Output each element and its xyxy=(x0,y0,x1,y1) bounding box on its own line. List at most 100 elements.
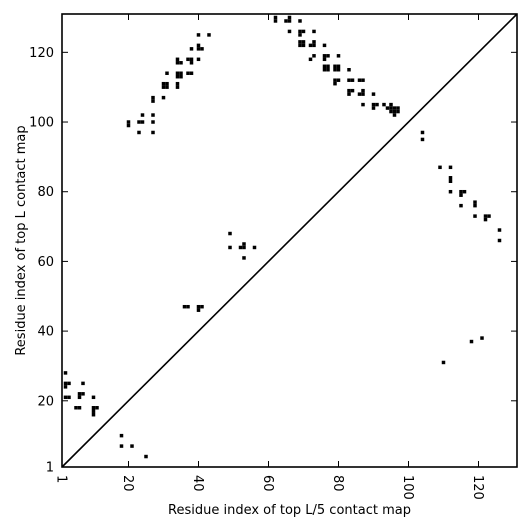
contact-point xyxy=(326,64,330,69)
contact-point xyxy=(189,61,194,65)
contact-point xyxy=(312,29,316,34)
contact-point xyxy=(473,214,477,218)
contact-point xyxy=(287,29,292,34)
contact-point xyxy=(473,203,477,208)
contact-point xyxy=(389,106,393,110)
contact-point xyxy=(63,381,68,386)
contact-point xyxy=(357,92,362,96)
contact-point xyxy=(137,130,141,135)
x-tick-label: 120 xyxy=(470,475,485,500)
contact-point xyxy=(151,120,155,124)
contact-point xyxy=(347,78,351,82)
contact-point xyxy=(179,74,183,79)
contact-point xyxy=(441,360,446,365)
diagonal-line xyxy=(61,13,518,468)
contact-point xyxy=(140,120,145,124)
contact-point xyxy=(462,189,467,194)
contact-point xyxy=(126,120,131,124)
y-tick-label: 100 xyxy=(29,116,54,131)
contact-point xyxy=(336,64,341,69)
contact-point xyxy=(336,78,341,82)
contact-point xyxy=(459,189,463,194)
contact-point xyxy=(473,200,477,204)
y-tick-label: 20 xyxy=(37,394,54,409)
contact-point xyxy=(151,99,155,103)
contact-point xyxy=(63,385,68,389)
contact-point xyxy=(420,130,425,135)
contact-point xyxy=(200,304,204,309)
contact-point xyxy=(298,43,302,48)
contact-point xyxy=(301,43,306,48)
contact-point xyxy=(322,43,327,48)
contact-point xyxy=(242,245,246,250)
contact-point xyxy=(95,406,99,410)
x-tick-label: 60 xyxy=(260,475,275,492)
x-axis-label: Residue index of top L/5 contact map xyxy=(168,503,411,518)
contact-point xyxy=(137,120,141,124)
contact-point xyxy=(480,336,484,340)
contact-point xyxy=(382,102,386,107)
contact-point xyxy=(63,371,68,375)
y-tick-label: 80 xyxy=(37,185,54,200)
contact-point xyxy=(371,92,376,96)
contact-point xyxy=(140,113,145,117)
contact-point xyxy=(63,395,68,400)
contact-point xyxy=(91,395,96,400)
contact-point xyxy=(165,81,169,86)
contact-point xyxy=(392,109,397,114)
contact-point xyxy=(189,57,194,62)
contact-point xyxy=(298,40,302,44)
contact-point xyxy=(371,106,376,110)
y-axis-label: Residue index of top L contact map xyxy=(14,125,29,355)
contact-point xyxy=(144,454,148,459)
contact-point xyxy=(151,95,155,100)
contact-points xyxy=(63,15,502,459)
contact-point xyxy=(151,113,155,117)
contact-point xyxy=(151,130,155,135)
contact-point xyxy=(81,381,85,386)
contact-point xyxy=(336,54,341,58)
contact-point xyxy=(448,189,453,194)
contact-point xyxy=(175,61,180,65)
contact-point xyxy=(179,61,183,65)
contact-point xyxy=(459,203,463,208)
contact-point xyxy=(238,245,243,250)
contact-point xyxy=(119,433,124,438)
contact-point xyxy=(448,179,453,183)
contact-point xyxy=(196,57,201,62)
contact-point xyxy=(322,64,327,69)
contact-point xyxy=(91,409,96,413)
contact-point xyxy=(175,57,180,62)
contact-point xyxy=(189,71,194,75)
contact-point xyxy=(81,392,85,396)
contact-point xyxy=(242,242,246,246)
contact-point xyxy=(392,106,397,110)
contact-point xyxy=(308,43,313,48)
contact-point xyxy=(175,71,180,75)
contact-point xyxy=(389,102,393,107)
contact-point xyxy=(165,71,169,75)
contact-point xyxy=(196,33,201,37)
contact-point xyxy=(298,29,302,34)
contact-point xyxy=(459,193,463,197)
contact-point xyxy=(161,85,166,89)
contact-point xyxy=(333,68,337,72)
contact-point xyxy=(371,102,376,107)
contact-point xyxy=(420,137,425,142)
contact-point xyxy=(67,395,71,400)
contact-point xyxy=(497,228,502,232)
contact-point xyxy=(333,64,337,69)
contact-point xyxy=(396,109,400,114)
contact-point xyxy=(182,304,187,309)
x-tick-label: 100 xyxy=(400,475,415,500)
contact-point xyxy=(487,214,491,218)
x-tick-label: 20 xyxy=(120,475,135,492)
contact-point xyxy=(77,406,82,410)
contact-point xyxy=(298,19,302,23)
contact-point xyxy=(77,395,82,400)
contact-point xyxy=(469,339,474,344)
contact-point xyxy=(91,412,96,417)
contact-point xyxy=(497,238,502,243)
